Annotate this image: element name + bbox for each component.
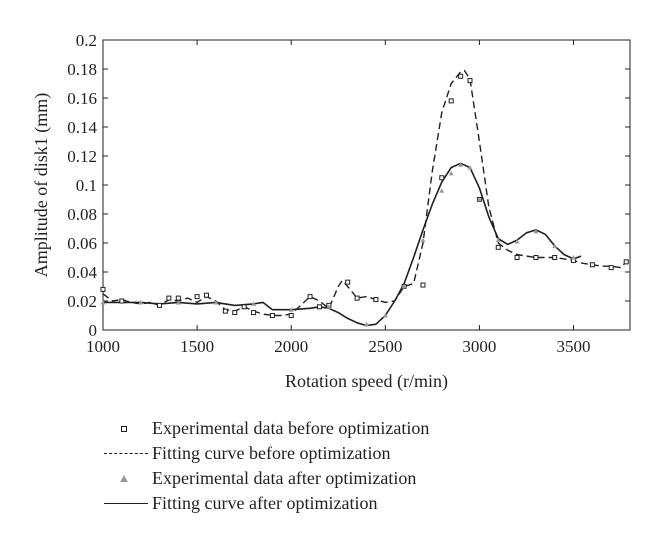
x-tick-label: 3000 — [462, 337, 496, 356]
data-point-before — [439, 175, 445, 181]
data-point-after — [251, 301, 257, 306]
data-point-after — [401, 284, 407, 289]
x-tick-label: 2500 — [368, 337, 402, 356]
data-point-after — [288, 307, 294, 312]
data-point-after — [420, 237, 426, 243]
y-tick-label: 0 — [89, 321, 98, 340]
data-point-before — [608, 265, 614, 271]
legend-item: Experimental data before optimization — [100, 416, 560, 441]
data-point-before — [589, 262, 595, 268]
solid-line-icon — [100, 491, 152, 516]
y-tick-label: 0.2 — [76, 31, 97, 50]
x-tick-label: 1500 — [180, 337, 214, 356]
data-point-after — [364, 321, 369, 327]
legend: Experimental data before optimization Fi… — [100, 416, 560, 516]
y-tick-label: 0.04 — [67, 263, 97, 282]
series-layer — [100, 69, 629, 327]
data-point-before — [175, 295, 181, 301]
ticks: 1000 1500 2000 2500 3000 3500 0 0.02 0.04 0.06 0.0… — [67, 31, 630, 356]
legend-label: Experimental data before optimization — [152, 418, 430, 438]
data-point-after — [439, 188, 445, 193]
fitting-curve-before-line — [102, 69, 627, 317]
data-point-before — [100, 286, 106, 292]
y-tick-label: 0.06 — [67, 234, 97, 253]
data-point-before — [204, 292, 210, 298]
legend-label: Experimental data after optimization — [152, 468, 417, 488]
y-tick-label: 0.08 — [67, 205, 97, 224]
y-tick-label: 0.16 — [67, 89, 97, 108]
data-point-after — [458, 162, 464, 167]
data-point-after — [514, 239, 520, 244]
data-point-before — [251, 310, 257, 316]
y-tick-label: 0.1 — [76, 176, 97, 195]
legend-label: Fitting curve after optimization — [152, 493, 378, 513]
plot-frame — [102, 39, 631, 331]
data-point-after — [213, 299, 219, 305]
data-point-before — [448, 98, 454, 104]
data-point-before — [623, 259, 629, 265]
data-point-after — [476, 197, 482, 202]
data-point-after — [467, 165, 473, 170]
y-axis-label: Amplitude of disk1 (mm) — [31, 93, 52, 277]
x-tick-label: 1000 — [86, 337, 120, 356]
data-point-after — [100, 299, 106, 305]
data-point-before — [467, 78, 473, 84]
data-point-before — [495, 244, 501, 250]
data-point-before — [552, 255, 558, 260]
data-point-before — [345, 279, 351, 285]
data-point-before — [194, 294, 200, 300]
data-point-after — [448, 170, 454, 176]
data-point-after — [382, 313, 388, 318]
data-point-before — [241, 304, 247, 310]
data-point-before — [373, 297, 379, 303]
triangle-marker-icon — [100, 466, 152, 491]
legend-label: Fitting curve before optimization — [152, 443, 391, 463]
data-point-before — [458, 73, 464, 79]
x-tick-label: 2000 — [274, 337, 308, 356]
data-point-after — [571, 255, 577, 260]
y-tick-label: 0.02 — [67, 292, 97, 311]
x-axis-label: Rotation speed (r/min) — [285, 371, 448, 392]
data-point-after — [552, 243, 558, 248]
fitting-curve-after-line — [103, 162, 582, 327]
y-tick-label: 0.12 — [67, 147, 97, 166]
data-point-before — [232, 310, 238, 316]
data-point-before — [269, 313, 275, 318]
data-point-after — [495, 237, 501, 243]
data-point-after — [533, 228, 539, 234]
data-point-before — [354, 295, 360, 301]
legend-item: Fitting curve before optimization — [100, 441, 560, 466]
data-point-before — [166, 295, 172, 301]
data-point-after — [175, 299, 181, 305]
data-point-before — [514, 255, 520, 260]
data-point-before — [307, 294, 313, 300]
data-point-before — [288, 313, 294, 318]
data-point-before — [420, 282, 426, 288]
data-point-before — [156, 302, 162, 308]
legend-item: Fitting curve after optimization — [100, 491, 560, 516]
data-point-after — [326, 304, 332, 309]
data-point-before — [119, 298, 125, 304]
data-point-after — [138, 299, 144, 305]
x-tick-label: 3500 — [557, 337, 591, 356]
legend-item: Experimental data after optimization — [100, 466, 560, 491]
dashed-line-icon — [100, 441, 152, 466]
square-marker-icon — [100, 416, 152, 441]
data-point-before — [222, 308, 228, 314]
data-point-before — [533, 255, 539, 260]
data-point-before — [316, 304, 322, 310]
y-tick-label: 0.18 — [67, 60, 97, 79]
y-tick-label: 0.14 — [67, 118, 97, 137]
